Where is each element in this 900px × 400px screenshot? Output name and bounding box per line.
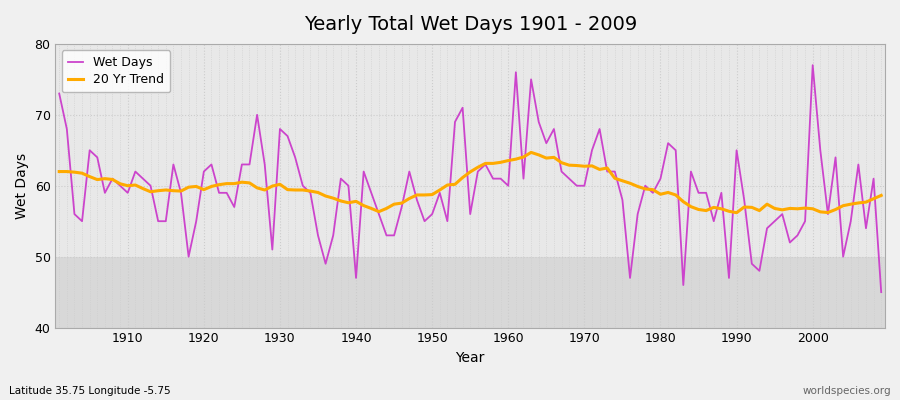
Line: Wet Days: Wet Days [59, 65, 881, 292]
Y-axis label: Wet Days: Wet Days [15, 153, 29, 219]
Text: Latitude 35.75 Longitude -5.75: Latitude 35.75 Longitude -5.75 [9, 386, 171, 396]
Wet Days [282, 134, 292, 138]
X-axis label: Year: Year [455, 351, 485, 365]
20 Yr Trend [602, 166, 613, 170]
20 Yr Trend [731, 210, 742, 215]
20 Yr Trend [876, 193, 886, 198]
20 Yr Trend [328, 196, 338, 200]
Title: Yearly Total Wet Days 1901 - 2009: Yearly Total Wet Days 1901 - 2009 [303, 15, 637, 34]
20 Yr Trend [495, 160, 506, 165]
Wet Days [807, 63, 818, 68]
Wet Days [328, 233, 338, 238]
Wet Days [503, 183, 514, 188]
20 Yr Trend [54, 169, 65, 174]
20 Yr Trend [526, 150, 536, 155]
Bar [56, 257, 885, 328]
Legend: Wet Days, 20 Yr Trend: Wet Days, 20 Yr Trend [62, 50, 170, 92]
20 Yr Trend [503, 158, 514, 163]
Wet Days [594, 126, 605, 131]
Wet Days [54, 91, 65, 96]
Wet Days [495, 176, 506, 181]
Line: 20 Yr Trend: 20 Yr Trend [59, 152, 881, 213]
Wet Days [114, 183, 125, 188]
Text: worldspecies.org: worldspecies.org [803, 386, 891, 396]
Wet Days [876, 290, 886, 294]
20 Yr Trend [114, 181, 125, 186]
20 Yr Trend [282, 187, 292, 192]
